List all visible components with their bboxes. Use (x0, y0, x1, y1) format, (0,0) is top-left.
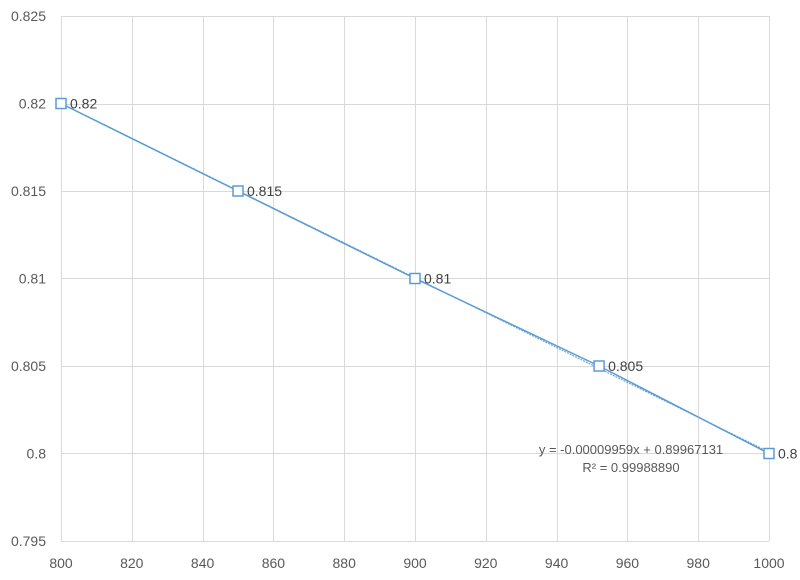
data-marker (593, 360, 605, 372)
data-label: 0.82 (70, 96, 97, 112)
data-label: 0.8 (778, 446, 798, 462)
y-tick-label: 0.8 (27, 446, 47, 462)
y-tick-label: 0.82 (19, 96, 46, 112)
x-tick-label: 980 (687, 555, 711, 571)
data-labels: 0.82 0.815 0.81 0.805 0.8 (70, 96, 798, 462)
data-marker (763, 447, 775, 460)
y-tick-label: 0.805 (11, 358, 46, 374)
trendline-r-squared: R² = 0.99988890 (582, 460, 679, 475)
data-label: 0.81 (424, 271, 451, 287)
x-tick-label: 940 (545, 555, 569, 571)
y-tick-label: 0.81 (19, 271, 46, 287)
x-tick-label: 820 (120, 555, 144, 571)
y-tick-label: 0.795 (11, 533, 46, 549)
x-axis-tick-labels: 800 820 840 860 880 900 920 940 960 980 1000 (49, 555, 784, 571)
x-tick-label: 960 (616, 555, 640, 571)
x-tick-label: 880 (333, 555, 357, 571)
y-tick-label: 0.825 (11, 8, 46, 24)
y-axis-tick-labels: 0.795 0.8 0.805 0.81 0.815 0.82 0.825 (11, 8, 46, 549)
data-marker (409, 272, 421, 285)
x-tick-label: 860 (262, 555, 286, 571)
data-marker (55, 97, 67, 110)
x-tick-label: 900 (403, 555, 427, 571)
x-tick-label: 1000 (753, 555, 784, 571)
x-tick-label: 800 (49, 555, 73, 571)
x-tick-label: 920 (474, 555, 498, 571)
data-markers (55, 97, 775, 460)
gridlines (61, 16, 770, 542)
data-label: 0.815 (247, 183, 282, 199)
data-marker (232, 185, 244, 197)
y-tick-label: 0.815 (11, 183, 46, 199)
data-label: 0.805 (608, 358, 643, 374)
trendline-equation: y = -0.00009959x + 0.89967131 (539, 442, 723, 457)
x-tick-label: 840 (191, 555, 215, 571)
trendline-label: y = -0.00009959x + 0.89967131 R² = 0.999… (539, 442, 723, 475)
